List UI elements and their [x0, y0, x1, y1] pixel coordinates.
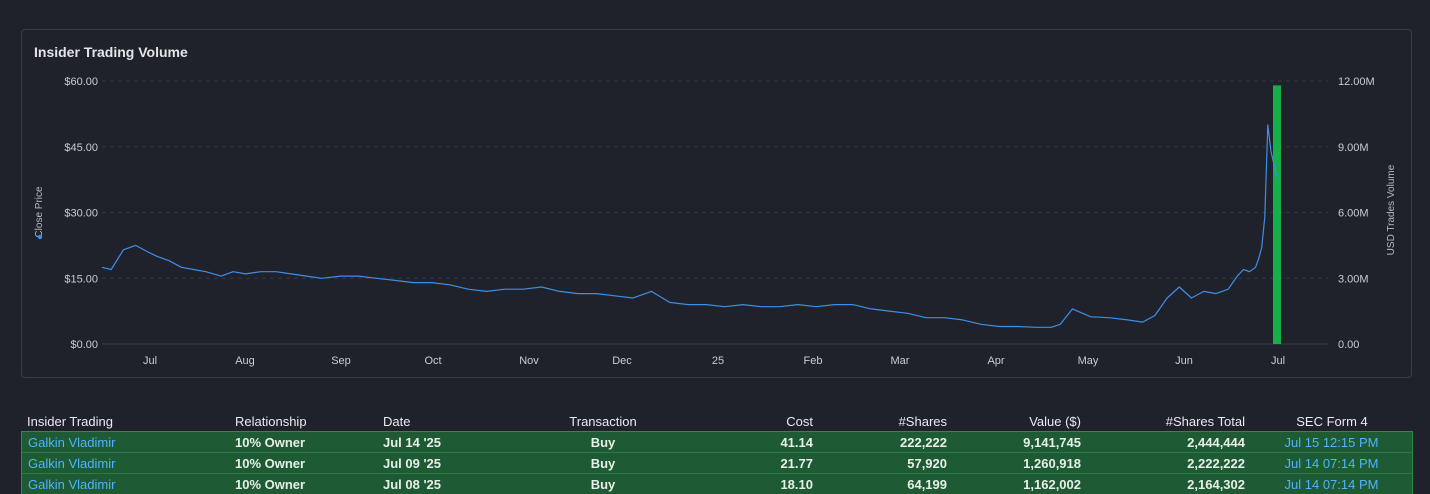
- shares-total-cell: 2,222,222: [1087, 452, 1251, 473]
- x-tick-label: Oct: [424, 355, 441, 367]
- shares-cell: 222,222: [819, 431, 953, 452]
- date-cell: Jul 14 '25: [377, 431, 509, 452]
- insider-trades-table: Insider Trading Relationship Date Transa…: [21, 411, 1413, 494]
- y-right-tick-label: 9.00M: [1338, 142, 1369, 154]
- x-tick-label: Aug: [235, 355, 255, 367]
- y-right-tick-label: 0.00: [1338, 339, 1359, 351]
- y-right-tick-label: 6.00M: [1338, 208, 1369, 220]
- x-tick-label: Jun: [1175, 355, 1193, 367]
- y-left-tick-label: $15.00: [64, 273, 98, 285]
- table-row: Galkin Vladimir 10% Owner Jul 14 '25 Buy…: [21, 431, 1413, 452]
- sec-form-link[interactable]: Jul 14 07:14 PM: [1251, 473, 1413, 494]
- date-cell: Jul 08 '25: [377, 473, 509, 494]
- col-relationship[interactable]: Relationship: [235, 413, 307, 429]
- insider-volume-chart-card: Insider Trading Volume $0.00 0.00 $15.00 3.…: [21, 29, 1412, 378]
- x-tick-label: Mar: [891, 355, 910, 367]
- chart-title: Insider Trading Volume: [34, 44, 188, 60]
- shares-total-cell: 2,164,302: [1087, 473, 1251, 494]
- transaction-cell: Buy: [509, 452, 697, 473]
- value-cell: 1,260,918: [953, 452, 1087, 473]
- volume-bar: [1273, 85, 1281, 344]
- cost-cell: 21.77: [697, 452, 819, 473]
- col-insider[interactable]: Insider Trading: [27, 413, 113, 429]
- relationship-cell: 10% Owner: [229, 452, 377, 473]
- relationship-cell: 10% Owner: [229, 431, 377, 452]
- y-left-tick-label: $45.00: [64, 142, 98, 154]
- y-right-axis-title: USD Trades Volume: [1386, 164, 1397, 255]
- y-right-tick-label: 3.00M: [1338, 273, 1369, 285]
- y-left-tick-label: $30.00: [64, 208, 98, 220]
- cost-cell: 18.10: [697, 473, 819, 494]
- table-row: Galkin Vladimir 10% Owner Jul 09 '25 Buy…: [21, 452, 1413, 473]
- y-left-tick-label: $0.00: [70, 339, 98, 351]
- insider-link[interactable]: Galkin Vladimir: [21, 452, 229, 473]
- relationship-cell: 10% Owner: [229, 473, 377, 494]
- value-cell: 9,141,745: [953, 431, 1087, 452]
- x-tick-label: Nov: [519, 355, 539, 367]
- cost-cell: 41.14: [697, 431, 819, 452]
- x-tick-label: Feb: [804, 355, 823, 367]
- col-date[interactable]: Date: [383, 413, 411, 429]
- shares-total-cell: 2,444,444: [1087, 431, 1251, 452]
- table-row: Galkin Vladimir 10% Owner Jul 08 '25 Buy…: [21, 473, 1413, 494]
- sec-form-link[interactable]: Jul 15 12:15 PM: [1251, 431, 1413, 452]
- date-cell: Jul 09 '25: [377, 452, 509, 473]
- x-tick-label: Apr: [987, 355, 1004, 367]
- transaction-cell: Buy: [509, 473, 697, 494]
- x-tick-label: May: [1078, 355, 1099, 367]
- col-shares[interactable]: #Shares: [898, 413, 947, 429]
- insider-link[interactable]: Galkin Vladimir: [21, 431, 229, 452]
- insider-link[interactable]: Galkin Vladimir: [21, 473, 229, 494]
- col-shares-total[interactable]: #Shares Total: [1165, 413, 1245, 429]
- series-marker-dot: [37, 234, 43, 240]
- transaction-cell: Buy: [509, 431, 697, 452]
- sec-form-link[interactable]: Jul 14 07:14 PM: [1251, 452, 1413, 473]
- table-header-row: Insider Trading Relationship Date Transa…: [21, 411, 1413, 431]
- x-tick-label: Sep: [331, 355, 351, 367]
- x-tick-label: Jul: [1271, 355, 1285, 367]
- x-tick-label: Dec: [612, 355, 632, 367]
- y-right-tick-label: 12.00M: [1338, 76, 1375, 88]
- y-left-axis-title: Close Price: [34, 186, 45, 238]
- col-transaction[interactable]: Transaction: [569, 413, 637, 429]
- value-cell: 1,162,002: [953, 473, 1087, 494]
- shares-cell: 57,920: [819, 452, 953, 473]
- col-value[interactable]: Value ($): [1029, 413, 1081, 429]
- x-tick-label: 25: [712, 355, 724, 367]
- col-cost[interactable]: Cost: [786, 413, 813, 429]
- y-left-tick-label: $60.00: [64, 76, 98, 88]
- close-price-line: [101, 124, 1278, 328]
- shares-cell: 64,199: [819, 473, 953, 494]
- col-sec-form[interactable]: SEC Form 4: [1296, 413, 1368, 429]
- x-tick-label: Jul: [143, 355, 157, 367]
- price-volume-chart[interactable]: $0.00 0.00 $15.00 3.00M $30.00 6.00M $45.00 9.0…: [22, 30, 1413, 379]
